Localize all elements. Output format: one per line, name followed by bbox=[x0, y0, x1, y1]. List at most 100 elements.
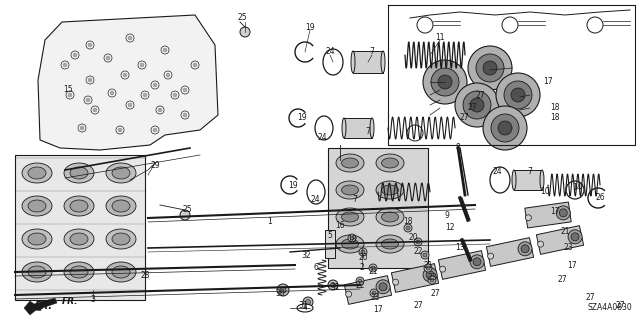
Ellipse shape bbox=[381, 51, 385, 73]
Text: 26: 26 bbox=[595, 194, 605, 203]
Ellipse shape bbox=[376, 181, 404, 199]
Polygon shape bbox=[486, 238, 534, 266]
Text: 9: 9 bbox=[445, 211, 449, 219]
Ellipse shape bbox=[342, 239, 358, 249]
Circle shape bbox=[181, 111, 189, 119]
Circle shape bbox=[78, 124, 86, 132]
Text: 21: 21 bbox=[423, 261, 433, 270]
Circle shape bbox=[158, 108, 162, 112]
Circle shape bbox=[88, 78, 92, 82]
Circle shape bbox=[123, 73, 127, 77]
Text: 12: 12 bbox=[445, 224, 455, 233]
Text: 27: 27 bbox=[467, 103, 477, 113]
Circle shape bbox=[416, 240, 420, 244]
Circle shape bbox=[430, 278, 434, 282]
Ellipse shape bbox=[571, 233, 579, 241]
Ellipse shape bbox=[297, 304, 313, 312]
Text: SZA4A0830: SZA4A0830 bbox=[588, 303, 632, 312]
Circle shape bbox=[86, 98, 90, 102]
Circle shape bbox=[348, 234, 356, 242]
Circle shape bbox=[110, 91, 114, 95]
Ellipse shape bbox=[70, 167, 88, 179]
Ellipse shape bbox=[559, 209, 567, 217]
Polygon shape bbox=[392, 263, 438, 292]
Circle shape bbox=[73, 53, 77, 57]
Ellipse shape bbox=[106, 229, 136, 249]
Text: 27: 27 bbox=[585, 293, 595, 302]
Ellipse shape bbox=[521, 245, 529, 253]
Circle shape bbox=[280, 287, 286, 293]
Ellipse shape bbox=[361, 182, 365, 202]
Circle shape bbox=[61, 61, 69, 69]
Text: 24: 24 bbox=[325, 48, 335, 56]
Ellipse shape bbox=[423, 268, 437, 282]
Bar bbox=[325, 230, 335, 258]
Circle shape bbox=[88, 43, 92, 47]
Ellipse shape bbox=[342, 212, 358, 222]
Ellipse shape bbox=[490, 167, 510, 193]
Circle shape bbox=[504, 81, 532, 109]
Circle shape bbox=[371, 266, 375, 270]
Circle shape bbox=[424, 264, 432, 272]
Text: 19: 19 bbox=[288, 181, 298, 189]
Text: 15: 15 bbox=[63, 85, 73, 94]
Ellipse shape bbox=[70, 200, 88, 212]
Circle shape bbox=[483, 61, 497, 75]
Text: 20: 20 bbox=[408, 234, 418, 242]
Text: 18: 18 bbox=[348, 235, 356, 244]
Text: 16: 16 bbox=[335, 220, 345, 229]
Circle shape bbox=[428, 276, 436, 284]
Circle shape bbox=[151, 81, 159, 89]
Circle shape bbox=[277, 284, 289, 296]
Bar bbox=[15, 155, 145, 300]
Ellipse shape bbox=[381, 185, 399, 195]
Text: 27: 27 bbox=[430, 288, 440, 298]
Circle shape bbox=[191, 61, 199, 69]
Circle shape bbox=[440, 266, 445, 272]
Ellipse shape bbox=[28, 200, 46, 212]
Circle shape bbox=[470, 98, 484, 112]
Circle shape bbox=[330, 283, 335, 287]
Text: 17: 17 bbox=[543, 78, 553, 86]
Circle shape bbox=[392, 279, 399, 285]
Ellipse shape bbox=[28, 167, 46, 179]
Ellipse shape bbox=[64, 163, 94, 183]
Circle shape bbox=[63, 63, 67, 67]
Circle shape bbox=[118, 128, 122, 132]
Text: 17: 17 bbox=[373, 306, 383, 315]
Ellipse shape bbox=[512, 170, 516, 190]
Text: 5: 5 bbox=[328, 231, 332, 240]
Text: 7: 7 bbox=[353, 196, 357, 204]
Ellipse shape bbox=[22, 196, 52, 216]
Circle shape bbox=[71, 51, 79, 59]
Text: 21: 21 bbox=[368, 268, 378, 277]
Bar bbox=[337, 182, 363, 202]
Circle shape bbox=[104, 54, 112, 62]
Ellipse shape bbox=[22, 262, 52, 282]
Bar bbox=[353, 51, 383, 73]
Ellipse shape bbox=[381, 212, 399, 222]
Circle shape bbox=[240, 27, 250, 37]
Circle shape bbox=[468, 46, 512, 90]
Ellipse shape bbox=[315, 116, 333, 140]
Circle shape bbox=[91, 106, 99, 114]
Circle shape bbox=[108, 89, 116, 97]
Circle shape bbox=[406, 226, 410, 230]
Text: 8: 8 bbox=[456, 144, 460, 152]
Circle shape bbox=[193, 63, 197, 67]
Circle shape bbox=[143, 93, 147, 97]
Ellipse shape bbox=[335, 182, 339, 202]
Text: 25: 25 bbox=[182, 205, 192, 214]
Bar bbox=[344, 118, 372, 138]
Circle shape bbox=[463, 91, 491, 119]
Circle shape bbox=[404, 224, 412, 232]
Circle shape bbox=[153, 83, 157, 87]
Ellipse shape bbox=[106, 262, 136, 282]
Text: 23: 23 bbox=[563, 243, 573, 253]
Circle shape bbox=[328, 280, 338, 290]
Text: 11: 11 bbox=[435, 33, 445, 42]
Ellipse shape bbox=[473, 258, 481, 266]
Text: 27: 27 bbox=[459, 114, 469, 122]
Text: 6: 6 bbox=[314, 263, 319, 272]
Circle shape bbox=[369, 264, 377, 272]
